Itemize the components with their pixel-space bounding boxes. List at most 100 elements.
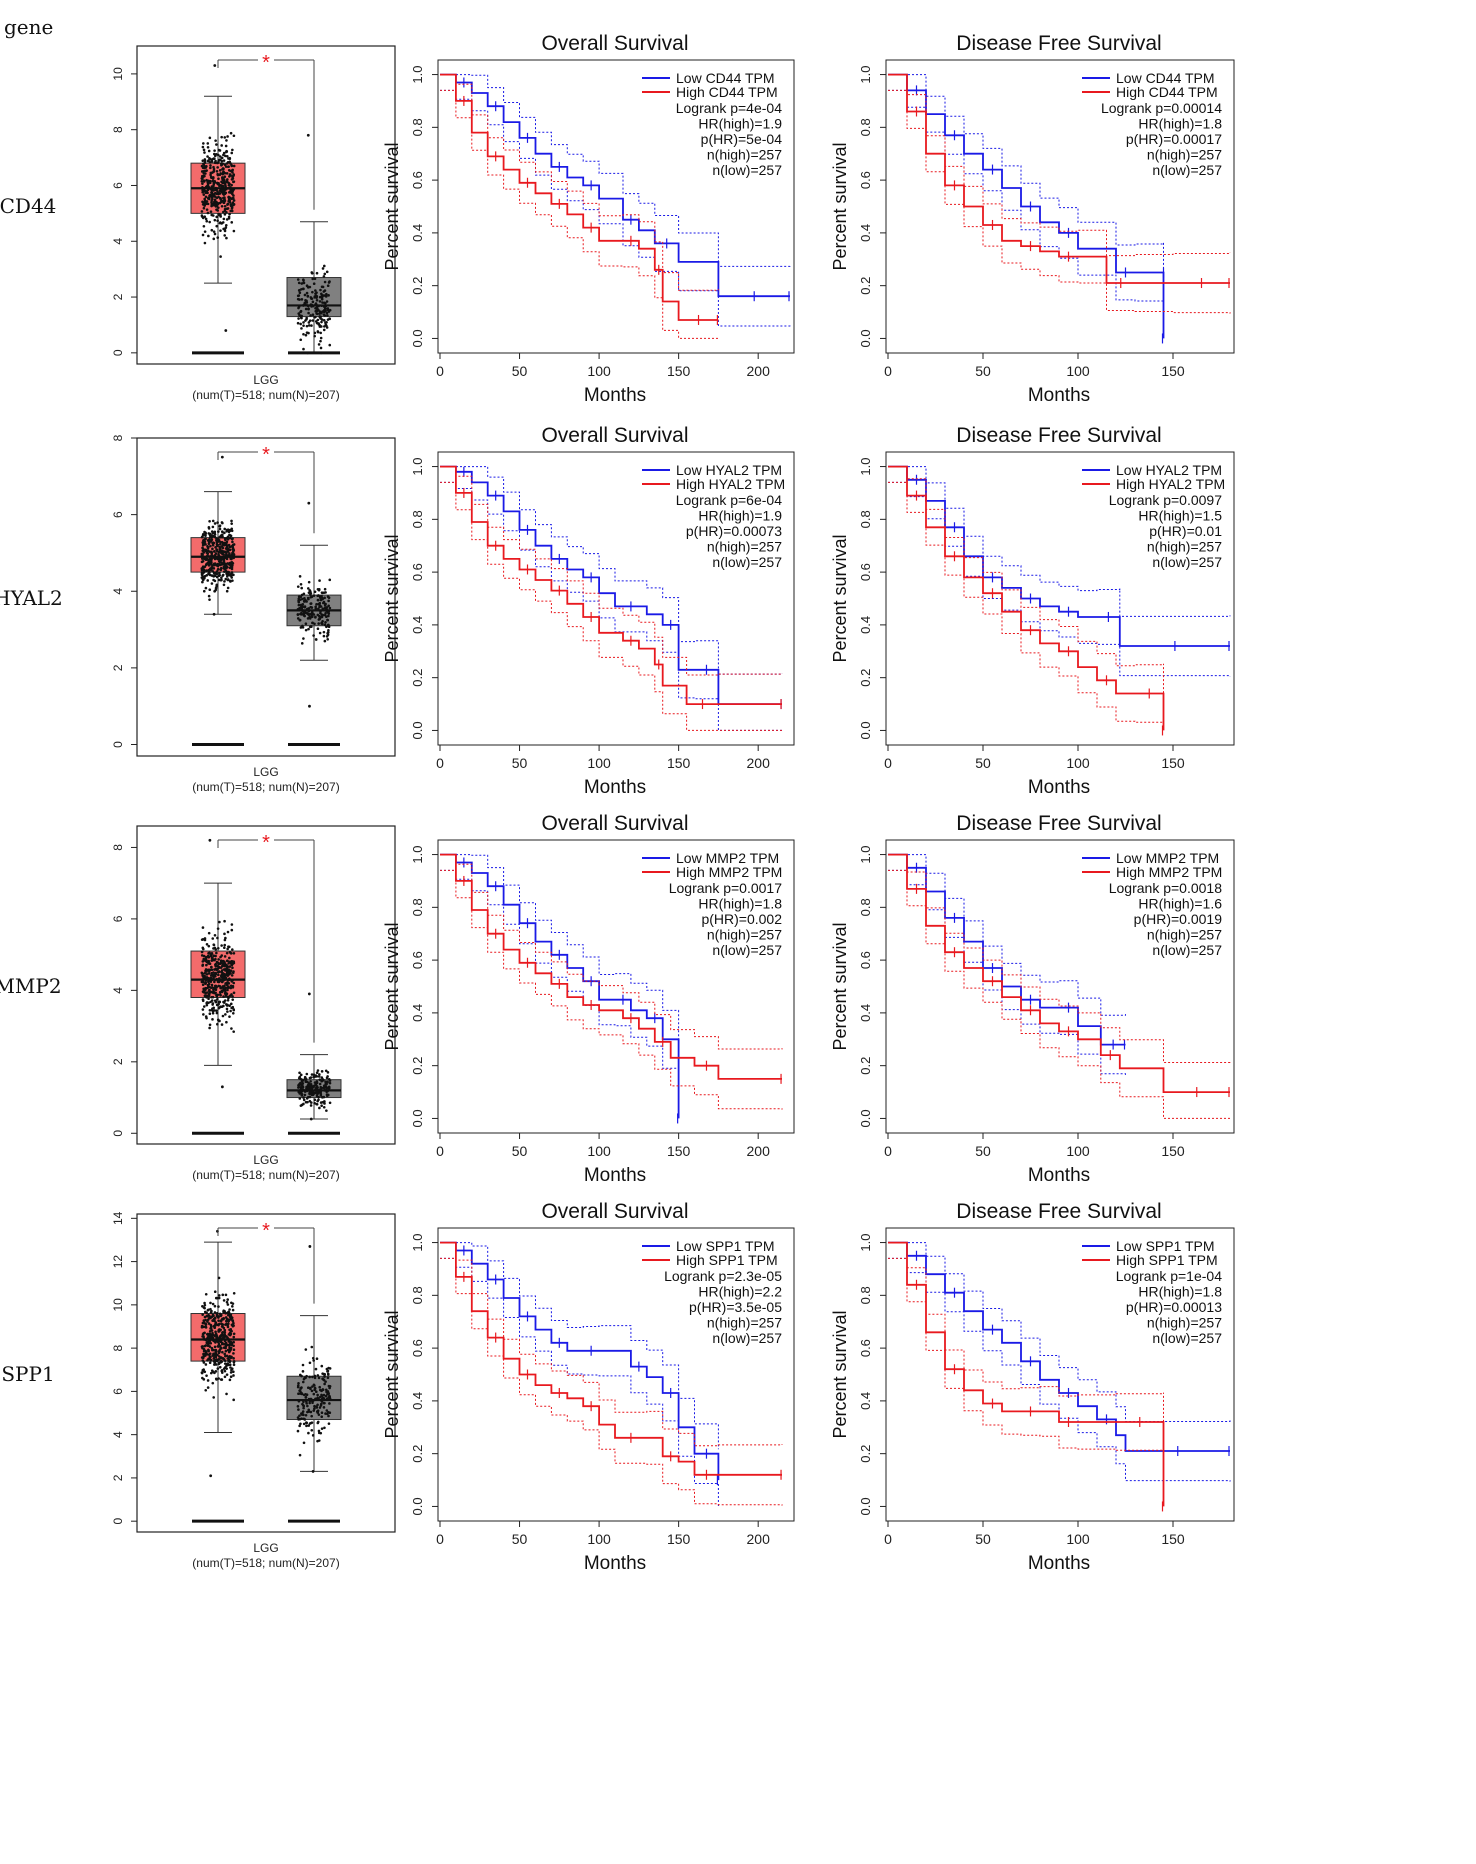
y-tick-label: 0.0	[858, 1497, 873, 1515]
data-point	[325, 300, 329, 303]
data-point	[225, 172, 229, 175]
low-censor-marks	[463, 77, 790, 302]
y-tick-label: 1.0	[858, 458, 873, 476]
low-ci-lower	[440, 1257, 719, 1507]
data-point	[218, 1328, 221, 1331]
data-point	[231, 998, 235, 1001]
data-point	[206, 546, 210, 549]
data-point	[207, 234, 210, 238]
gene-label: CD44	[0, 194, 56, 218]
data-point	[202, 206, 206, 210]
data-point	[328, 606, 332, 610]
data-point	[320, 1427, 324, 1430]
stat-line: n(low)=257	[1152, 1330, 1222, 1346]
data-point	[200, 554, 204, 557]
data-point	[227, 968, 231, 971]
stat-line: n(low)=257	[712, 1330, 782, 1346]
data-point	[220, 1346, 223, 1350]
data-point	[322, 294, 325, 297]
data-point	[203, 1303, 207, 1307]
data-point	[325, 606, 329, 609]
data-point	[297, 294, 301, 297]
data-point	[203, 201, 206, 204]
data-point	[309, 592, 313, 595]
data-point	[214, 159, 217, 163]
data-point	[204, 537, 207, 541]
data-point	[321, 597, 324, 601]
data-point	[206, 562, 210, 565]
data-point	[297, 1408, 300, 1411]
data-point	[218, 561, 222, 564]
data-point	[304, 1413, 308, 1417]
data-point	[211, 1009, 215, 1013]
box-ytick-label: 2	[111, 1058, 125, 1065]
data-point	[320, 285, 324, 289]
data-point	[219, 955, 222, 959]
data-point	[218, 149, 222, 152]
dfs-panel: Disease Free Survival 0 50 100 150 0.0 0.2 0.4 0…	[830, 812, 1235, 1186]
data-point	[211, 203, 215, 207]
data-point	[316, 1403, 319, 1407]
y-axis-label: Percent survival	[382, 922, 402, 1050]
data-point	[227, 543, 231, 547]
data-point	[324, 1394, 328, 1398]
data-point	[212, 167, 216, 171]
data-point	[305, 1421, 308, 1424]
data-point	[221, 1350, 224, 1354]
data-point	[229, 561, 233, 564]
data-point	[213, 980, 216, 984]
data-point	[316, 1069, 320, 1072]
data-point	[320, 320, 323, 324]
low-ci-upper	[888, 466, 1231, 617]
data-point	[226, 998, 230, 1002]
data-point	[205, 1374, 208, 1377]
data-point	[217, 1361, 221, 1365]
sig-star-bg	[258, 444, 274, 458]
data-point	[208, 962, 212, 966]
x-tick-label: 100	[587, 363, 611, 379]
x-tick-label: 0	[884, 1143, 892, 1159]
data-point	[313, 1376, 317, 1380]
data-point	[321, 1372, 324, 1375]
data-point	[200, 210, 204, 213]
box-ytick-label: 10	[111, 67, 125, 81]
data-point	[202, 188, 206, 191]
data-point	[318, 631, 322, 635]
tumor-points	[200, 64, 236, 332]
data-point	[314, 289, 317, 292]
x-tick-label: 0	[436, 1531, 444, 1547]
data-point	[317, 1413, 321, 1416]
x-tick-label: 150	[1161, 363, 1185, 379]
data-point	[315, 321, 319, 325]
data-point	[227, 1337, 230, 1341]
data-point	[324, 1412, 327, 1415]
data-point	[220, 549, 223, 552]
outlier-point	[308, 704, 311, 708]
data-point	[315, 291, 318, 294]
data-point	[214, 153, 218, 156]
data-point	[220, 144, 223, 147]
data-point	[322, 1100, 326, 1103]
data-point	[205, 970, 208, 973]
plot-frame	[437, 1227, 795, 1522]
data-point	[229, 187, 233, 190]
data-point	[206, 159, 210, 163]
data-point	[232, 1030, 235, 1033]
box-ytick-label: 6	[111, 511, 125, 518]
data-point	[219, 966, 223, 969]
data-point	[232, 1370, 235, 1374]
data-point	[226, 575, 229, 578]
high-survival-curve	[440, 465, 782, 705]
data-point	[314, 1390, 318, 1394]
data-point	[325, 270, 329, 274]
data-point	[212, 1396, 215, 1399]
data-point	[229, 1329, 233, 1333]
data-point	[304, 622, 308, 626]
data-point	[326, 1376, 330, 1380]
data-point	[302, 637, 305, 640]
data-point	[322, 319, 326, 322]
data-point	[307, 1408, 311, 1412]
data-point	[304, 303, 307, 307]
high-ci-upper	[440, 1242, 783, 1447]
data-point	[229, 1332, 232, 1336]
